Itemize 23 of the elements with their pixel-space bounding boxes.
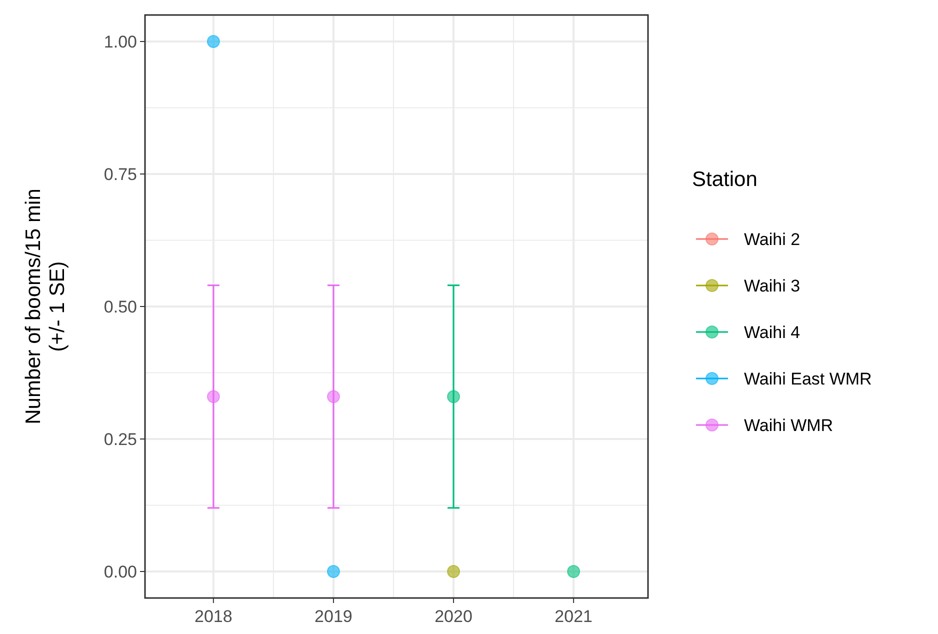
legend-title: Station	[692, 168, 758, 191]
y-tick-label: 0.00	[104, 562, 137, 582]
point	[567, 565, 580, 578]
point	[447, 565, 460, 578]
x-tick-label: 2020	[434, 607, 472, 626]
x-tick-label: 2018	[194, 607, 232, 626]
y-tick-label: 0.50	[104, 297, 137, 316]
point	[206, 35, 220, 48]
y-axis-title: Number of booms/15 min (+/- 1 SE)	[22, 188, 69, 424]
point	[447, 390, 460, 404]
legend-label: Waihi 4	[744, 322, 800, 342]
y-tick-label: 0.25	[104, 430, 137, 449]
legend-label: Waihi 3	[744, 276, 800, 296]
y-tick-label: 0.75	[104, 164, 137, 184]
y-tick-label: 1.00	[104, 32, 137, 52]
point	[206, 390, 220, 404]
x-tick-label: 2021	[554, 607, 592, 626]
x-tick-label: 2019	[314, 607, 352, 626]
point	[326, 565, 340, 578]
legend-label: Waihi WMR	[744, 416, 834, 435]
point	[326, 390, 340, 404]
legend-label: Waihi East WMR	[744, 369, 872, 388]
legend-label: Waihi 2	[744, 230, 800, 249]
